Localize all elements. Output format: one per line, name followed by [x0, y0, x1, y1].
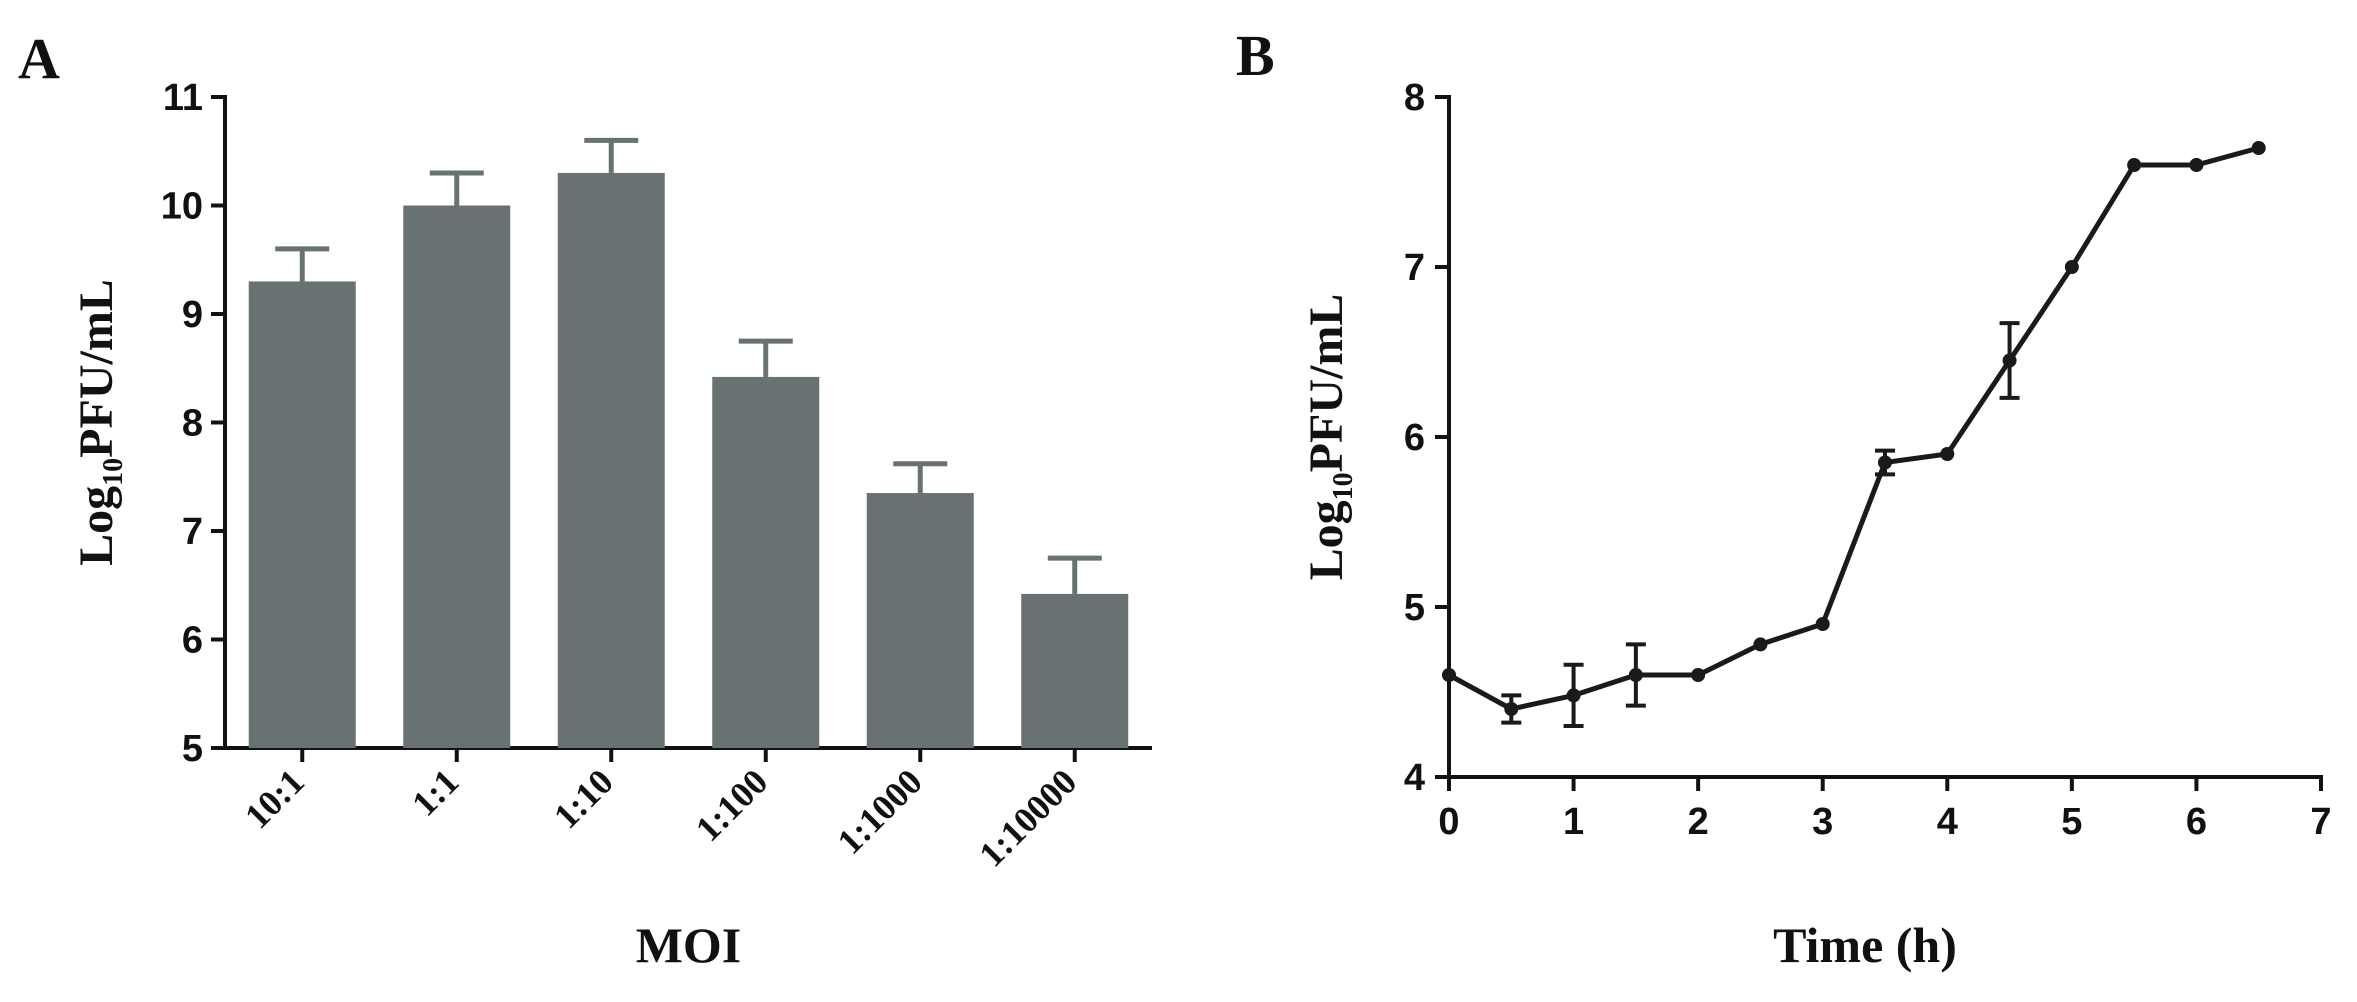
y-tick-label: 6	[1404, 417, 1425, 459]
bar	[248, 281, 356, 748]
x-tick-label: 1:10000	[971, 761, 1084, 874]
y-tick-label: 8	[1404, 77, 1425, 119]
series-line	[1447, 145, 2260, 712]
x-tick-label: 1	[1563, 801, 1584, 843]
x-tick-label: 10:1	[237, 761, 312, 836]
x-tick-label: 5	[2061, 801, 2082, 843]
data-point	[1442, 668, 1456, 682]
panel-b-line-chart: B 4 5 6 7 8 0 1 2 3 4 5 6 7 Time (h) Log10PFU/mL	[1220, 0, 2357, 997]
bar-chart-svg: A 5 6 7 8 9 10 11 10:1 1:1 1:10 1:100 1:1000 1:10000…	[18, 26, 1152, 973]
x-tick-label: 1:1000	[829, 761, 929, 861]
x-tick-label: 2	[1688, 801, 1709, 843]
x-tick-label: 6	[2186, 801, 2207, 843]
bar	[1021, 593, 1129, 748]
y-tick-label: 10	[161, 186, 203, 228]
data-point	[1940, 447, 1955, 461]
x-axis-label: MOI	[636, 917, 742, 973]
y-tick-label: 9	[182, 294, 203, 336]
y-tick-label: 5	[182, 728, 203, 770]
bar	[712, 376, 820, 748]
y-axis-label-subscript: 10	[1328, 472, 1359, 500]
data-point	[1815, 617, 1830, 631]
y-tick-label: 6	[182, 620, 203, 662]
y-axis-label-log: Log	[1300, 500, 1353, 580]
y-tick-label: 8	[182, 403, 203, 445]
panel-a-letter: A	[18, 26, 60, 91]
y-tick-label: 4	[1404, 757, 1425, 799]
data-point	[1753, 637, 1768, 652]
bar	[403, 205, 511, 748]
data-point	[1691, 668, 1706, 682]
y-axis-label-unit: PFU/mL	[70, 279, 123, 458]
x-tick-label: 0	[1438, 801, 1459, 843]
y-axis-label-unit: PFU/mL	[1300, 294, 1353, 473]
x-tick-label: 4	[1937, 801, 1958, 843]
bar	[866, 493, 974, 748]
y-axis-label: Log10PFU/mL	[70, 279, 129, 566]
data-point	[2251, 141, 2266, 155]
data-point	[2127, 158, 2142, 172]
data-point	[1628, 668, 1643, 682]
y-axis-label: Log10PFU/mL	[1300, 294, 1359, 581]
x-tick-label: 1:1	[404, 761, 466, 823]
x-tick-label: 3	[1812, 801, 1833, 843]
bar	[557, 172, 665, 748]
x-tick-label: 1:100	[688, 761, 776, 849]
y-tick-label: 11	[163, 77, 203, 119]
y-tick-label: 5	[1404, 587, 1425, 629]
x-tick-label: 1:10	[546, 761, 621, 836]
y-axis-label-log: Log	[70, 486, 123, 566]
x-axis-label: Time (h)	[1773, 917, 1957, 973]
y-tick-label: 7	[1404, 247, 1425, 289]
panel-b-letter: B	[1236, 23, 1275, 88]
data-point	[1504, 702, 1519, 716]
x-tick-label: 7	[2310, 801, 2331, 843]
data-point	[2189, 158, 2204, 172]
line-chart-svg: B 4 5 6 7 8 0 1 2 3 4 5 6 7 Time (h) Log10PFU/mL	[1236, 23, 2332, 973]
data-point	[2002, 353, 2017, 368]
data-point	[1878, 455, 1892, 470]
data-point	[1566, 688, 1581, 703]
data-point	[2064, 260, 2079, 274]
panel-a-bar-chart: A 5 6 7 8 9 10 11 10:1 1:1 1:10 1:100 1:1000 1:10000…	[18, 26, 1152, 973]
y-axis-label-subscript: 10	[98, 458, 129, 486]
y-tick-label: 7	[182, 511, 203, 553]
